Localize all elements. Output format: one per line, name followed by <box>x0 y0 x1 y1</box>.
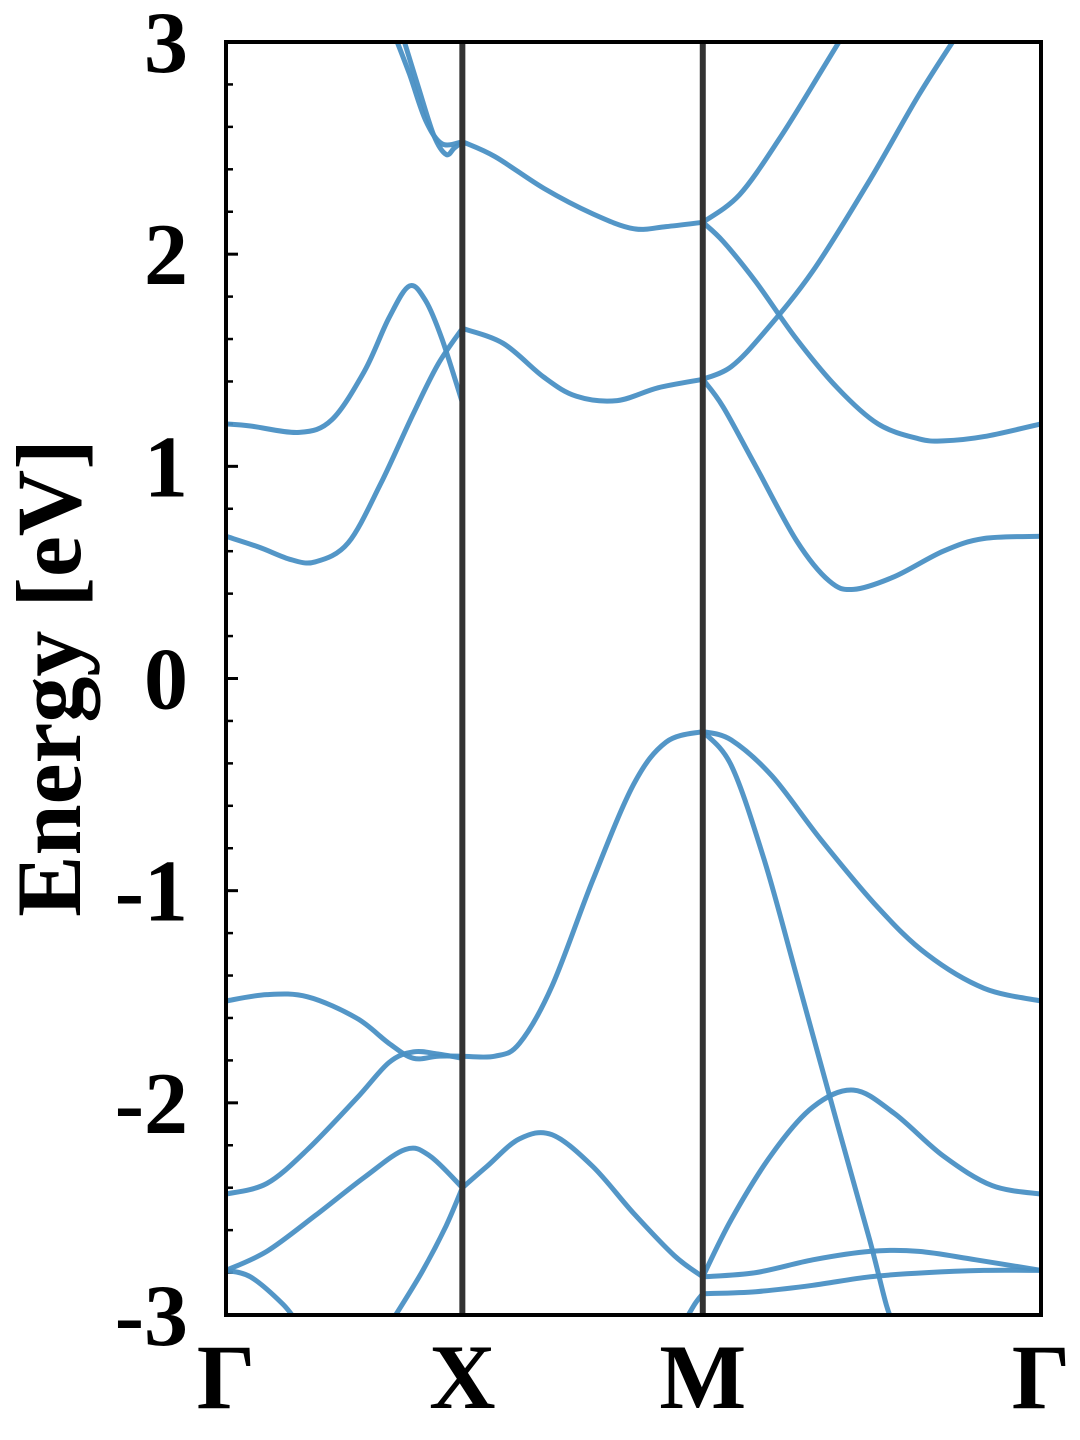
band-line <box>700 1087 1041 1280</box>
band-line <box>700 42 842 225</box>
band-line <box>226 1048 465 1197</box>
band-line <box>459 139 706 232</box>
band-line <box>459 729 706 1060</box>
band-line <box>685 1291 706 1315</box>
band-line <box>459 325 706 404</box>
band-line <box>226 325 465 566</box>
x-tick-label: X <box>429 1326 495 1428</box>
band-line <box>226 1267 296 1315</box>
band-line <box>226 1145 465 1273</box>
band-line <box>392 1185 465 1315</box>
band-line <box>394 42 465 148</box>
band-line <box>700 729 893 1315</box>
y-tick-label: 3 <box>144 0 188 92</box>
band-line <box>226 991 465 1062</box>
y-axis-label: Energy [eV] <box>0 439 100 917</box>
y-tick-label: 1 <box>144 419 188 516</box>
x-tick-label: M <box>659 1326 746 1428</box>
y-tick-label: 0 <box>144 632 188 729</box>
y-tick-label: 2 <box>144 207 188 304</box>
band-line <box>700 219 1041 444</box>
symmetry-lines <box>459 42 706 1315</box>
y-axis-tick-labels: -3 -2 -1 0 1 2 3 <box>115 0 188 1365</box>
band-line <box>700 729 1041 1004</box>
band-line <box>700 1247 1041 1280</box>
x-tick-label: Γ <box>197 1326 256 1428</box>
band-line <box>401 42 465 158</box>
band-line <box>700 376 1041 593</box>
plot-frame <box>224 40 1043 1317</box>
band-line <box>700 42 956 382</box>
y-tick-label: -1 <box>115 844 188 941</box>
band-line <box>700 1267 1041 1297</box>
band-lines <box>226 42 1041 1315</box>
band-line <box>459 1130 706 1280</box>
band-line <box>226 283 465 435</box>
x-tick-label: Γ <box>1012 1326 1071 1428</box>
y-tick-label: -2 <box>115 1056 188 1153</box>
y-tick-label: -3 <box>115 1268 188 1365</box>
